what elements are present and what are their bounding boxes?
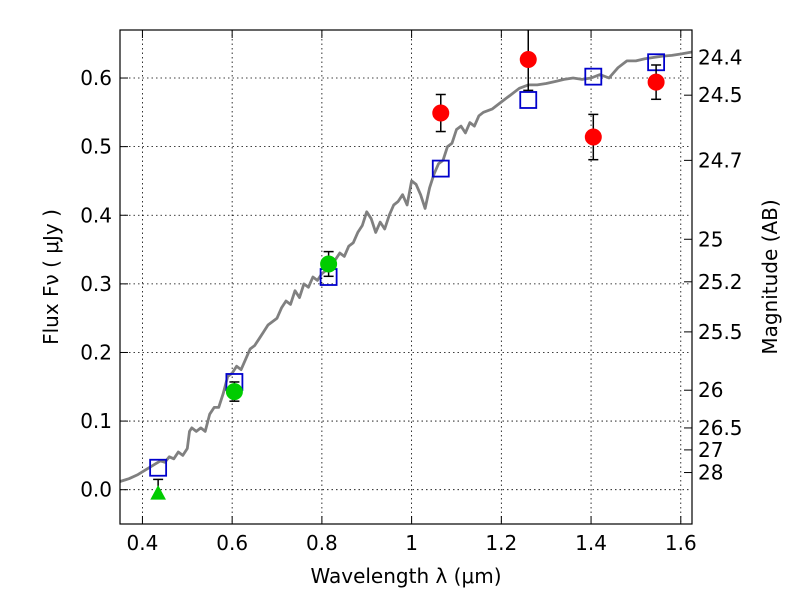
observed-flux-point xyxy=(647,73,665,91)
right-tick-label: 24.5 xyxy=(698,83,743,107)
x-tick-label: 1.2 xyxy=(485,531,517,555)
right-axis-title: Magnitude (AB) xyxy=(758,199,782,354)
right-tick-label: 25 xyxy=(698,227,723,251)
x-tick-label: 0.8 xyxy=(306,531,338,555)
x-tick-label: 1.6 xyxy=(665,531,697,555)
right-tick-label: 24.7 xyxy=(698,148,743,172)
model-photometry-square xyxy=(584,67,603,86)
y-tick-label: 0.1 xyxy=(80,409,112,433)
y-tick-label: 0.0 xyxy=(80,478,112,502)
y-tick-label: 0.3 xyxy=(80,272,112,296)
grid xyxy=(120,30,692,524)
x-tick-label: 0.6 xyxy=(216,531,248,555)
x-tick-label: 1 xyxy=(405,531,418,555)
observed-flux-point xyxy=(320,255,338,273)
series-group xyxy=(120,30,692,500)
template-spectrum-line xyxy=(120,50,692,483)
right-tick-label: 25.5 xyxy=(698,320,743,344)
y-tick-label: 0.2 xyxy=(80,340,112,364)
model-photometry-square xyxy=(149,458,168,477)
model-photometry-square xyxy=(431,159,450,178)
right-tick-label: 27 xyxy=(698,438,723,462)
x-axis-title: Wavelength λ (μm) xyxy=(310,564,501,588)
y-axis-title: Flux Fν ( μJy ) xyxy=(39,209,63,345)
observed-flux-point xyxy=(432,104,450,122)
observed-flux-point xyxy=(225,383,243,401)
upper-limit-triangle xyxy=(150,485,166,500)
x-tick-label: 0.4 xyxy=(127,531,159,555)
right-tick-label: 26 xyxy=(698,378,723,402)
axis-ticks: 0.4 0.6 0.8 1 1.2 1.4 1.6 0.0 0.1 0.2 0.3 0.4 0.5 0.6… xyxy=(80,30,743,555)
x-tick-label: 1.4 xyxy=(575,531,607,555)
right-tick-label: 25.2 xyxy=(698,270,743,294)
right-tick-label: 26.5 xyxy=(698,416,743,440)
right-tick-label: 24.4 xyxy=(698,45,743,69)
y-tick-label: 0.4 xyxy=(80,203,112,227)
right-tick-label: 28 xyxy=(698,461,723,485)
plot-frame xyxy=(119,29,693,525)
y-tick-label: 0.5 xyxy=(80,135,112,159)
model-photometry-square xyxy=(519,91,538,109)
observed-flux-point xyxy=(584,128,602,146)
observed-flux-point xyxy=(519,51,537,69)
y-tick-label: 0.6 xyxy=(80,66,112,90)
data-series xyxy=(120,30,692,500)
